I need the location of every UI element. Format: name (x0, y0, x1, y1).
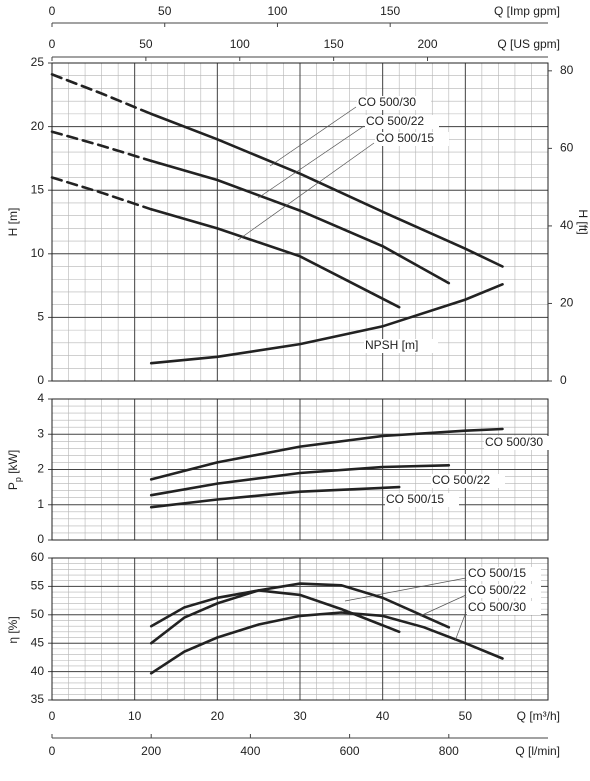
x2-tick-label: 0 (49, 37, 56, 51)
y-tick-label: 45 (31, 635, 45, 649)
curve (149, 611, 504, 675)
x2-axis-label: Q [l/min] (515, 744, 560, 758)
series-label: CO 500/22 (468, 583, 526, 597)
x2-tick-label: 50 (158, 4, 172, 18)
curve (149, 283, 504, 365)
curve (149, 464, 451, 497)
label-bg (467, 601, 541, 615)
x2-tick-label: 200 (418, 37, 438, 51)
curve (149, 112, 504, 268)
y2-tick-label: 40 (560, 218, 574, 232)
y-tick-label: 25 (31, 55, 45, 69)
x2-tick-label: 150 (380, 4, 400, 18)
x-tick-label: 0 (49, 709, 56, 723)
x2-tick-label: 150 (324, 37, 344, 51)
y-tick-label: 55 (31, 579, 45, 593)
curve (50, 176, 153, 211)
x2-tick-label: 0 (49, 4, 56, 18)
leader-line (257, 125, 365, 199)
x2-tick-label: 200 (141, 744, 161, 758)
series-label: CO 500/22 (432, 473, 490, 487)
plot-frame (51, 557, 549, 701)
series-label: CO 500/15 (468, 566, 526, 580)
y-axis-label-part: P (6, 482, 20, 490)
curve (149, 159, 451, 285)
label-bg (385, 493, 459, 507)
x2-tick-label: 50 (139, 37, 153, 51)
y-tick-label: 10 (31, 246, 45, 260)
x2-tick-label: 100 (230, 37, 250, 51)
series-label: CO 500/30 (468, 600, 526, 614)
y-tick-label: 1 (37, 497, 44, 511)
x2-tick-label: 400 (240, 744, 260, 758)
x-tick-label: 20 (211, 709, 225, 723)
series-label: CO 500/22 (366, 114, 424, 128)
label-bg (375, 132, 449, 146)
y-tick-label: 0 (37, 373, 44, 387)
y-tick-label: 50 (31, 607, 45, 621)
y-tick-label: 2 (37, 462, 44, 476)
y-tick-label: 35 (31, 692, 45, 706)
series-label: CO 500/15 (376, 131, 434, 145)
leader-line (237, 142, 375, 241)
y-tick-label: 15 (31, 182, 45, 196)
label-bg (467, 567, 541, 581)
label-bg (365, 115, 439, 129)
series-label: CO 500/30 (485, 435, 543, 449)
y-axis-label: η [%] (6, 616, 20, 643)
y2-tick-label: 80 (560, 63, 574, 77)
y-tick-label: 20 (31, 119, 45, 133)
label-bg (484, 436, 558, 450)
series-label: CO 500/30 (358, 95, 416, 109)
y-axis-label-part: p (13, 477, 23, 482)
x-tick-label: 50 (459, 709, 473, 723)
curve (149, 427, 504, 481)
x-tick-label: 10 (128, 709, 142, 723)
x2-tick-label: 0 (49, 744, 56, 758)
y-axis-label: Pp [kW] (6, 450, 23, 490)
leader-line (454, 611, 467, 642)
y-tick-label: 5 (37, 310, 44, 324)
x2-axis-label: Q [US gpm] (497, 37, 560, 51)
leader-line (269, 106, 357, 167)
y2-axis-label: H [ft] (576, 209, 590, 234)
y2-tick-label: 60 (560, 141, 574, 155)
y-tick-label: 3 (37, 426, 44, 440)
curve (149, 208, 401, 309)
label-bg (364, 339, 438, 353)
leader-line (344, 577, 467, 602)
plot-frame (51, 398, 549, 541)
y2-tick-label: 20 (560, 296, 574, 310)
x2-tick-label: 100 (267, 4, 287, 18)
y2-tick-label: 0 (560, 373, 567, 387)
x-tick-label: 40 (376, 709, 390, 723)
x2-tick-label: 800 (439, 744, 459, 758)
curve (149, 485, 401, 509)
x-axis-label: Q [m³/h] (517, 709, 560, 723)
x2-tick-label: 600 (340, 744, 360, 758)
y-axis-label: H [m] (6, 208, 20, 237)
y-tick-label: 4 (37, 391, 44, 405)
plot-frame (51, 62, 549, 382)
curve (149, 589, 401, 634)
label-bg (431, 474, 505, 488)
series-label: NPSH [m] (365, 338, 418, 352)
label-bg (467, 584, 541, 598)
y-tick-label: 60 (31, 550, 45, 564)
y-tick-label: 0 (37, 532, 44, 546)
series-label: CO 500/15 (386, 492, 444, 506)
x-tick-label: 30 (293, 709, 307, 723)
curve (50, 130, 153, 163)
x2-axis-label: Q [Imp gpm] (494, 4, 560, 18)
curve (50, 73, 153, 116)
leader-line (419, 594, 467, 617)
y-tick-label: 40 (31, 664, 45, 678)
curve (149, 582, 451, 645)
label-bg (357, 96, 431, 110)
y-axis-label-part: [kW] (6, 450, 20, 477)
